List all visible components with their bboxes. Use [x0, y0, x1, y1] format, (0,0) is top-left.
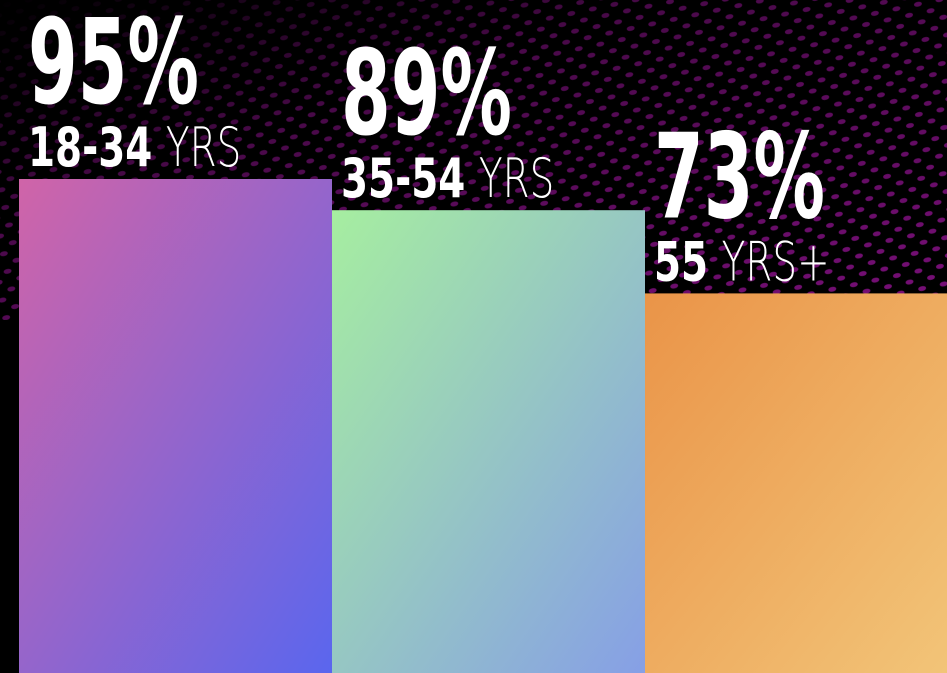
- category-label: 55 YRS+: [654, 231, 830, 294]
- bar: [19, 179, 332, 673]
- category-label: 35-54 YRS: [341, 148, 554, 211]
- category-label: 18-34 YRS: [28, 117, 241, 180]
- value-label: 95%: [28, 0, 199, 131]
- value-label: 89%: [341, 24, 512, 162]
- bar: [645, 293, 947, 673]
- bar: [332, 210, 645, 673]
- value-label: 73%: [654, 107, 825, 245]
